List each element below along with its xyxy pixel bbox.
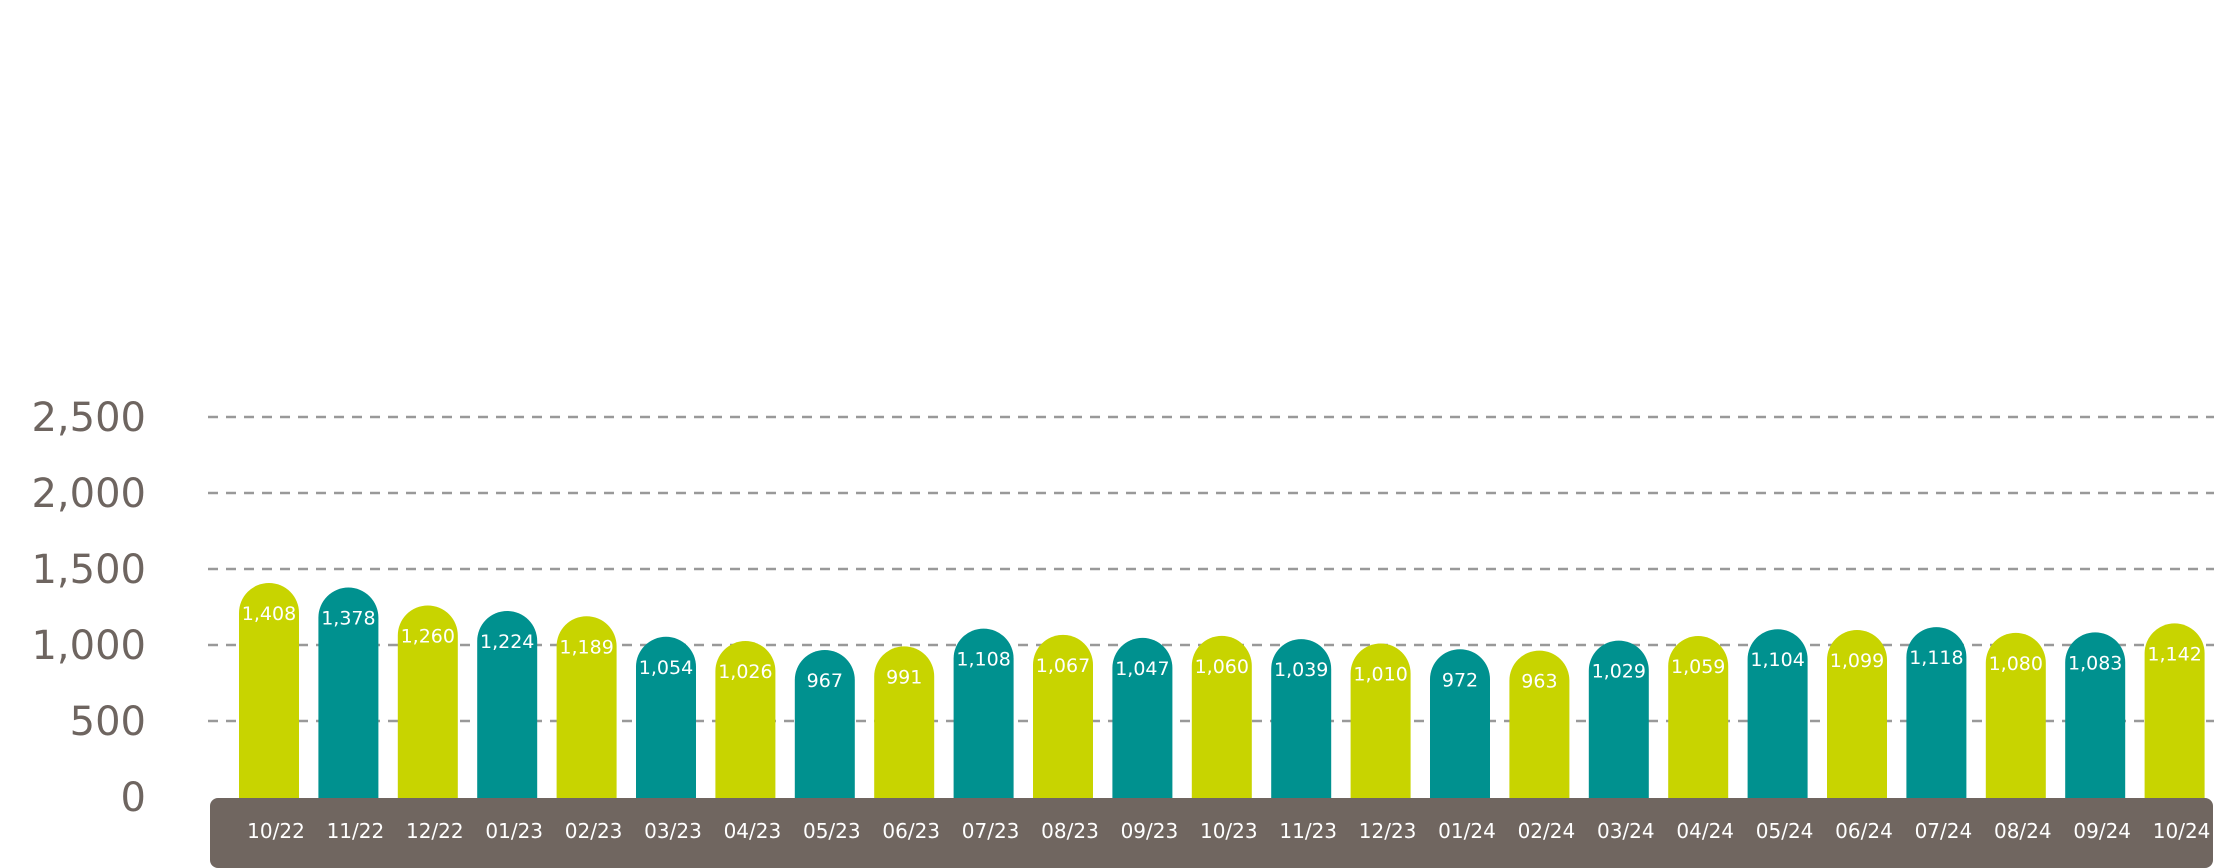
bar [318,587,379,810]
y-tick-label: 500 [70,699,146,745]
bar-value-label: 1,260 [401,625,455,647]
bar-value-label: 1,059 [1671,656,1725,678]
bar-value-label: 972 [1442,669,1478,691]
bar-value-label: 1,142 [2147,643,2201,665]
bar [397,605,458,810]
y-axis-tick-labels: 0 500 1,000 1,500 2,000 2,500 [31,395,146,821]
bar-value-label: 1,189 [559,636,613,658]
x-tick-label: 02/23 [565,819,623,843]
bar-value-label: 1,026 [718,661,772,683]
bar-value-label: 963 [1521,671,1557,693]
bar [874,646,935,810]
bar [239,582,299,810]
x-axis-tick-labels: 10/22 11/22 12/22 01/23 02/23 03/23 04/23 05/23… [247,819,2210,843]
x-tick-label: 04/23 [724,819,782,843]
y-tick-label: 2,000 [31,471,146,517]
x-tick-label: 08/24 [1994,819,2052,843]
bar-value-label: 1,408 [242,603,296,625]
bar-value-label: 1,224 [480,631,534,653]
bar-value-label: 1,378 [321,608,375,630]
bar [1509,650,1570,810]
x-tick-label: 02/24 [1518,819,1576,843]
x-tick-label: 11/22 [327,819,385,843]
bar [1033,634,1093,810]
x-axis-band [210,798,2213,868]
y-tick-label: 2,500 [31,395,146,441]
bar [794,650,855,810]
bar [1430,649,1490,810]
bar [715,641,776,810]
bar [1747,629,1808,810]
bar-value-label: 991 [886,666,922,688]
x-tick-label: 11/23 [1279,819,1337,843]
y-tick-label: 1,500 [31,547,146,593]
bar-value-label: 1,039 [1274,659,1328,681]
x-tick-label: 10/22 [247,819,305,843]
x-tick-label: 03/23 [644,819,702,843]
x-tick-label: 08/23 [1041,819,1099,843]
bar-value-label: 1,104 [1750,649,1804,671]
bar [1906,627,1967,810]
bar-value-label: 967 [807,670,843,692]
bar-value-label: 1,054 [639,657,693,679]
bar [1827,629,1887,810]
bar-value-label: 1,083 [2068,652,2122,674]
y-tick-label: 1,000 [31,623,146,669]
x-tick-label: 10/24 [2153,819,2211,843]
x-tick-label: 06/24 [1835,819,1893,843]
bar [1588,640,1649,810]
x-tick-label: 10/23 [1200,819,1258,843]
bars: 1,408 1,378 1,260 1,224 1,189 1,054 1,026 967 99… [239,582,2205,810]
bar-value-label: 1,010 [1353,663,1407,685]
bar-value-label: 1,047 [1115,658,1169,680]
bar [1271,639,1332,810]
bar [953,628,1014,810]
bar-value-label: 1,029 [1592,661,1646,683]
bar-value-label: 1,099 [1830,650,1884,672]
bar-value-label: 1,060 [1195,656,1249,678]
bar-value-label: 1,067 [1036,655,1090,677]
bar-value-label: 1,080 [1989,653,2043,675]
x-tick-label: 01/23 [485,819,543,843]
x-tick-label: 09/23 [1121,819,1179,843]
bar-value-label: 1,118 [1909,647,1963,669]
x-tick-label: 01/24 [1438,819,1496,843]
x-tick-label: 05/24 [1756,819,1814,843]
bar [556,616,617,810]
bar [1985,632,2046,810]
bar [477,610,538,810]
bar [1668,636,1729,810]
x-tick-label: 07/24 [1915,819,1973,843]
x-tick-label: 07/23 [962,819,1020,843]
x-tick-label: 05/23 [803,819,861,843]
bar [2144,623,2205,810]
y-tick-label: 0 [121,775,146,821]
x-tick-label: 03/24 [1597,819,1655,843]
bar [1350,643,1411,810]
x-tick-label: 06/23 [882,819,940,843]
x-tick-label: 12/23 [1359,819,1417,843]
bar [1191,635,1252,810]
bar [1112,637,1173,810]
x-tick-label: 09/24 [2073,819,2131,843]
bar [2065,632,2126,810]
bar [636,636,696,810]
bar-value-label: 1,108 [956,649,1010,671]
x-tick-label: 04/24 [1676,819,1734,843]
x-tick-label: 12/22 [406,819,464,843]
